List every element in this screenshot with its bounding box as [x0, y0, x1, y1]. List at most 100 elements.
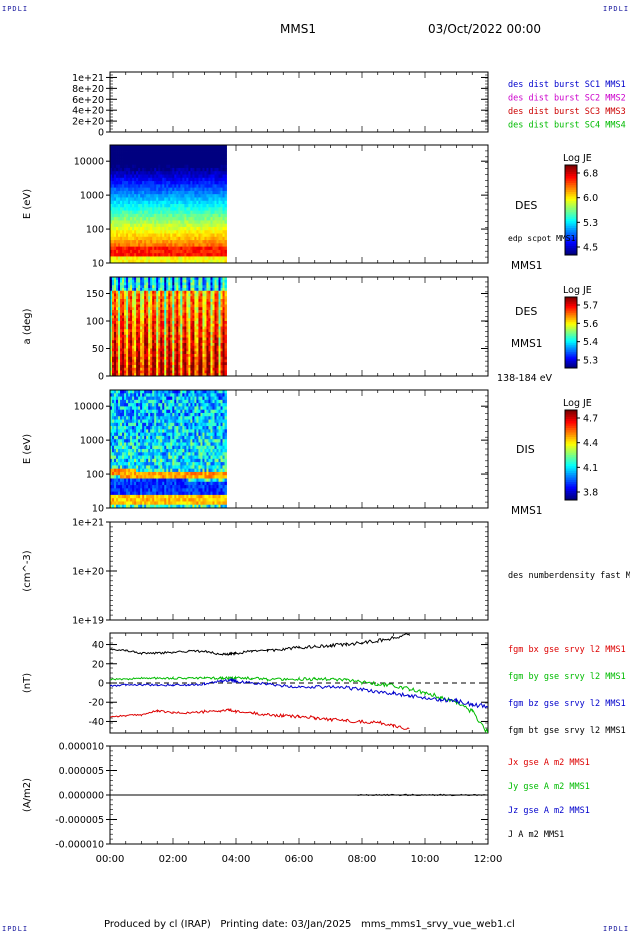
spectrogram-cell — [146, 282, 149, 286]
spectrogram-cell — [184, 348, 187, 352]
spectrogram-cell — [144, 334, 147, 338]
spectrogram-cell — [192, 243, 195, 248]
spectrogram-cell — [122, 318, 125, 322]
spectrogram-cell — [148, 359, 151, 363]
legend-entry: des dist burst SC4 MMS4 — [508, 121, 626, 131]
spectrogram-cell — [144, 326, 147, 330]
spectrogram-cell — [218, 154, 221, 159]
spectrogram-cell — [166, 204, 169, 208]
spectrogram-cell — [170, 356, 173, 360]
spectrogram-cell — [120, 213, 123, 218]
spectrogram-cell — [196, 315, 199, 319]
spectrogram-cell — [198, 259, 201, 264]
spectrogram-cell — [152, 151, 155, 156]
spectrogram-cell — [132, 299, 135, 303]
spectrogram-cell — [222, 277, 225, 281]
spectrogram-cell — [188, 204, 191, 208]
spectrogram-cell — [124, 187, 127, 192]
spectrogram-cell — [154, 312, 157, 316]
spectrogram-cell — [222, 204, 225, 208]
spectrogram-cell — [144, 194, 147, 198]
spectrogram-cell — [166, 154, 169, 159]
spectrogram-cell — [180, 204, 183, 208]
spectrogram-cell — [130, 249, 133, 254]
spectrogram-cell — [182, 204, 185, 208]
spectrogram-cell — [148, 220, 151, 225]
spectrogram-cell — [146, 365, 149, 369]
spectrogram-cell — [214, 200, 217, 205]
spectrogram-cell — [216, 220, 219, 225]
spectrogram-cell — [112, 491, 115, 496]
spectrogram-cell — [192, 362, 195, 366]
spectrogram-cell — [204, 343, 207, 347]
spectrogram-cell — [174, 187, 177, 192]
spectrogram-cell — [166, 177, 169, 182]
spectrogram-cell — [198, 167, 201, 172]
spectrogram-cell — [138, 301, 141, 305]
spectrogram-cell — [120, 288, 123, 292]
spectrogram-cell — [152, 299, 155, 303]
spectrogram-cell — [142, 177, 145, 182]
spectrogram-cell — [194, 282, 197, 286]
spectrogram-cell — [224, 290, 227, 294]
spectrogram-cell — [188, 356, 191, 360]
spectrogram-cell — [186, 161, 189, 166]
spectrogram-cell — [224, 220, 227, 225]
spectrogram-cell — [220, 323, 223, 327]
spectrogram-cell — [176, 304, 179, 308]
spectrogram-cell — [220, 310, 223, 314]
spectrogram-cell — [202, 174, 205, 179]
spectrogram-cell — [214, 354, 217, 358]
spectrogram-cell — [218, 197, 221, 202]
spectrogram-cell — [176, 279, 179, 283]
spectrogram-cell — [202, 187, 205, 192]
spectrogram-cell — [192, 345, 195, 349]
spectrogram-cell — [128, 282, 131, 286]
spectrogram-cell — [112, 406, 115, 411]
spectrogram-cell — [112, 236, 115, 241]
spectrogram-cell — [154, 340, 157, 344]
spectrogram-cell — [158, 213, 161, 218]
spectrogram-cell — [184, 210, 187, 215]
spectrogram-cell — [154, 348, 157, 352]
spectrogram-cell — [130, 181, 133, 185]
spectrogram-cell — [134, 282, 137, 286]
spectrogram-cell — [146, 171, 149, 175]
spectrogram-cell — [166, 151, 169, 156]
spectrogram-cell — [124, 220, 127, 225]
spectrogram-cell — [162, 148, 165, 152]
colorbar-step — [565, 243, 577, 247]
spectrogram-cell — [130, 296, 133, 300]
spectrogram-cell — [114, 348, 117, 352]
spectrogram-cell — [188, 345, 191, 349]
spectrogram-cell — [206, 230, 209, 234]
spectrogram-cell — [166, 277, 169, 281]
spectrogram-cell — [130, 362, 133, 366]
spectrogram-cell — [168, 285, 171, 289]
spectrogram-cell — [146, 351, 149, 355]
spectrogram-cell — [160, 223, 163, 228]
spectrogram-cell — [194, 277, 197, 281]
spectrogram-cell — [128, 233, 131, 238]
spectrogram-cell — [116, 455, 119, 460]
spectrogram-cell — [158, 334, 161, 338]
spectrogram-cell — [110, 354, 113, 358]
spectrogram-cell — [162, 365, 165, 369]
spectrogram-cell — [160, 154, 163, 159]
spectrogram-cell — [112, 171, 115, 175]
spectrogram-cell — [172, 323, 175, 327]
spectrogram-cell — [178, 226, 181, 231]
spectrogram-cell — [182, 181, 185, 185]
spectrogram-cell — [184, 304, 187, 308]
spectrogram-cell — [114, 171, 117, 175]
spectrogram-cell — [218, 167, 221, 172]
spectrogram-cell — [212, 230, 215, 234]
spectrogram-cell — [118, 485, 121, 489]
spectrogram-cell — [174, 277, 177, 281]
spectrogram-cell — [212, 148, 215, 152]
spectrogram-cell — [154, 226, 157, 231]
spectrogram-cell — [112, 422, 115, 427]
spectrogram-cell — [112, 481, 115, 486]
spectrogram-cell — [114, 161, 117, 166]
spectrogram-cell — [222, 194, 225, 198]
